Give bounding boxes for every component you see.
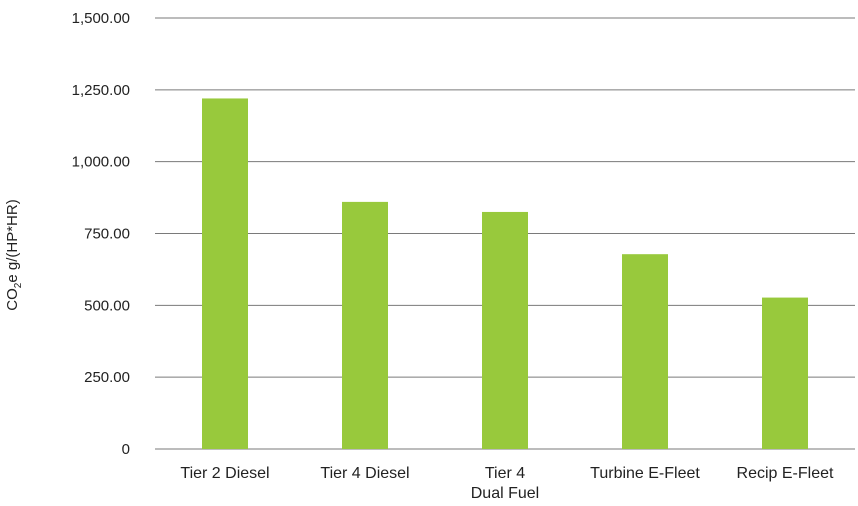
bar bbox=[342, 201, 388, 449]
y-axis-title-subscript: 2 bbox=[13, 282, 24, 288]
x-category-label: Tier 2 Diesel bbox=[180, 465, 269, 482]
y-tick-label: 500.00 bbox=[84, 297, 130, 314]
x-category-label: Tier 4 bbox=[485, 465, 525, 482]
bar bbox=[762, 297, 808, 449]
y-tick-label: 1,000.00 bbox=[72, 154, 130, 171]
y-axis-title-suffix: e g/(HP*HR) bbox=[4, 199, 21, 282]
bar bbox=[482, 211, 528, 449]
bars bbox=[202, 98, 808, 449]
bar bbox=[202, 98, 248, 449]
x-category-label: Dual Fuel bbox=[471, 485, 539, 502]
y-tick-label: 750.00 bbox=[84, 226, 130, 243]
y-tick-label: 250.00 bbox=[84, 369, 130, 386]
y-axis-title: CO2e g/(HP*HR) bbox=[4, 199, 24, 310]
x-category-label: Tier 4 Diesel bbox=[320, 465, 409, 482]
y-tick-label: 0 bbox=[122, 441, 130, 458]
x-category-label: Turbine E-Fleet bbox=[590, 465, 700, 482]
y-axis-ticks: 0 250.00 500.00 750.00 1,000.00 1,250.00 1,500… bbox=[72, 10, 130, 458]
y-axis-title-prefix: CO bbox=[4, 288, 21, 311]
y-tick-label: 1,500.00 bbox=[72, 10, 130, 27]
y-tick-label: 1,250.00 bbox=[72, 82, 130, 99]
y-axis-title-group: CO2e g/(HP*HR) bbox=[4, 199, 24, 310]
x-axis-categories: Tier 2 Diesel Tier 4 Diesel Tier 4 Dual Fue… bbox=[180, 465, 834, 502]
bar bbox=[622, 254, 668, 449]
x-category-label: Recip E-Fleet bbox=[737, 465, 834, 482]
